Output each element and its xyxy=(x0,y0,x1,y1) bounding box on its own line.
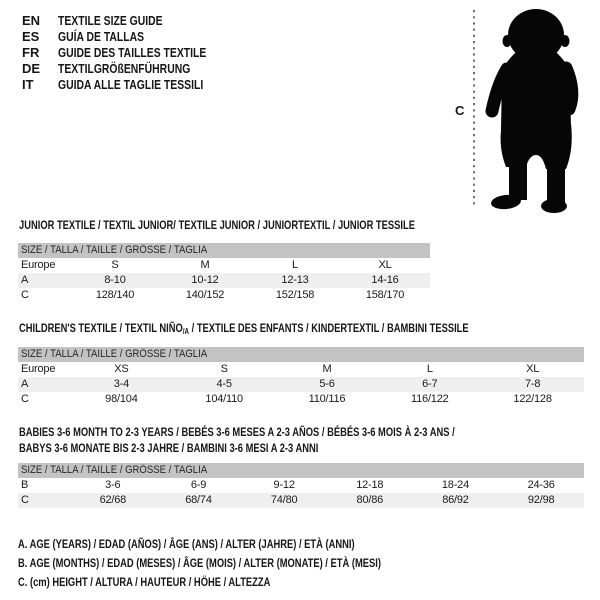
language-row-de: DE TEXTILGRÖßENFÜHRUNG xyxy=(22,61,243,77)
row-label: Europe xyxy=(21,363,56,375)
legend-line-a: A. AGE (YEARS) / EDAD (AÑOS) / ÂGE (ANS)… xyxy=(18,537,355,551)
size-cell: 12-18 xyxy=(356,479,384,491)
table-row-c: C 128/140 140/152 152/158 158/170 xyxy=(18,288,430,303)
legend-line-b: B. AGE (MONTHS) / EDAD (MESES) / ÂGE (MO… xyxy=(18,556,381,570)
size-cell: 140/152 xyxy=(185,289,225,301)
size-cell: 6-7 xyxy=(378,377,482,392)
size-cell: 86/92 xyxy=(412,493,499,508)
size-cell: 74/80 xyxy=(241,493,327,508)
size-header-bar: SIZE / TALLA / TAILLE / GRÖSSE / TAGLIA xyxy=(18,347,584,362)
size-cell: L xyxy=(426,363,433,375)
language-title: GUÍA DE TALLAS xyxy=(58,29,145,44)
size-cell: 24-36 xyxy=(527,479,555,491)
row-label: B xyxy=(21,479,29,491)
babies-size-table: SIZE / TALLA / TAILLE / GRÖSSE / TAGLIA … xyxy=(18,463,584,508)
size-cell: 9-12 xyxy=(273,479,295,491)
size-cell: 122/128 xyxy=(513,393,552,405)
size-cell: 116/122 xyxy=(411,393,449,405)
size-cell: XL xyxy=(378,259,392,271)
size-cell: 10-12 xyxy=(160,273,250,288)
size-cell: 128/140 xyxy=(95,289,135,301)
language-row-it: IT GUIDA ALLE TAGLIE TESSILI xyxy=(22,77,243,93)
legend-line-c: C. (cm) HEIGHT / ALTURA / HAUTEUR / HÖHE… xyxy=(18,575,271,589)
table-row-a: A 8-10 10-12 12-13 14-16 xyxy=(18,273,430,288)
section-title-line2: BABYS 3-6 MONATE BIS 2-3 JAHRE / BAMBINI… xyxy=(19,441,319,455)
row-label: Europe xyxy=(21,259,56,271)
children-table: Europe XS S M L XL A 3-4 4-5 5-6 6-7 7-8… xyxy=(18,362,584,407)
section-title-text: JUNIOR TEXTILE / TEXTIL JUNIOR/ TEXTILE … xyxy=(19,218,415,232)
size-header-text: SIZE / TALLA / TAILLE / GRÖSSE / TAGLIA xyxy=(21,464,208,476)
row-label: C xyxy=(21,393,29,405)
language-title: GUIDA ALLE TAGLIE TESSILI xyxy=(58,77,204,92)
table-row-europe: Europe S M L XL xyxy=(18,258,430,273)
table-row-a: A 3-4 4-5 5-6 6-7 7-8 xyxy=(18,377,584,392)
size-cell: S xyxy=(111,259,119,271)
nino-a-subscript: /A xyxy=(182,327,190,336)
language-title: GUIDE DES TAILLES TEXTILE xyxy=(58,45,207,60)
language-code: DE xyxy=(22,61,41,76)
language-list: EN TEXTILE SIZE GUIDE ES GUÍA DE TALLAS … xyxy=(22,13,243,93)
size-cell: 158/170 xyxy=(365,289,405,301)
size-cell: 12-13 xyxy=(250,273,340,288)
size-cell: 14-16 xyxy=(340,273,430,288)
size-cell: 68/74 xyxy=(155,493,242,508)
language-code: ES xyxy=(22,29,40,44)
baby-silhouette-icon xyxy=(473,9,579,213)
size-cell: 4-5 xyxy=(172,377,276,392)
row-label: C xyxy=(21,289,29,301)
table-row-c: C 62/68 68/74 74/80 80/86 86/92 92/98 xyxy=(18,493,584,508)
size-cell: M xyxy=(200,259,210,271)
section-title-text: CHILDREN'S TEXTILE / TEXTIL NIÑO/A / TEX… xyxy=(19,321,469,336)
size-cell: 92/98 xyxy=(498,493,584,508)
row-label: A xyxy=(18,377,70,392)
size-cell: 7-8 xyxy=(481,377,584,392)
size-cell: XL xyxy=(526,363,540,375)
size-cell: 80/86 xyxy=(326,493,413,508)
size-header-bar: SIZE / TALLA / TAILLE / GRÖSSE / TAGLIA xyxy=(18,243,430,258)
size-cell: 62/68 xyxy=(70,493,156,508)
section-title-line1: BABIES 3-6 MONTH TO 2-3 YEARS / BEBÉS 3-… xyxy=(19,425,455,439)
language-row-es: ES GUÍA DE TALLAS xyxy=(22,29,243,45)
size-cell: 98/104 xyxy=(105,393,138,405)
row-label: C xyxy=(18,493,70,508)
table-row-b: B 3-6 6-9 9-12 12-18 18-24 24-36 xyxy=(18,478,584,493)
size-cell: 3-6 xyxy=(105,479,121,491)
language-row-en: EN TEXTILE SIZE GUIDE xyxy=(22,13,243,29)
language-code: EN xyxy=(22,13,41,28)
junior-table: Europe S M L XL A 8-10 10-12 12-13 14-16… xyxy=(18,258,430,303)
size-cell: S xyxy=(220,363,228,375)
size-cell: 110/116 xyxy=(308,393,346,405)
size-cell: 152/158 xyxy=(275,289,315,301)
language-code: FR xyxy=(22,45,40,60)
height-measure-label: C xyxy=(455,103,465,118)
size-cell: L xyxy=(292,259,298,271)
babies-table: B 3-6 6-9 9-12 12-18 18-24 24-36 C 62/68… xyxy=(18,478,584,508)
legend: A. AGE (YEARS) / EDAD (AÑOS) / ÂGE (ANS)… xyxy=(18,535,483,592)
size-cell: 104/110 xyxy=(205,393,243,405)
language-row-fr: FR GUIDE DES TAILLES TEXTILE xyxy=(22,45,243,61)
section-title-babies: BABIES 3-6 MONTH TO 2-3 YEARS / BEBÉS 3-… xyxy=(19,424,578,456)
size-cell: 6-9 xyxy=(190,479,207,491)
language-title: TEXTILGRÖßENFÜHRUNG xyxy=(58,61,191,76)
language-title: TEXTILE SIZE GUIDE xyxy=(58,13,163,28)
junior-size-table: SIZE / TALLA / TAILLE / GRÖSSE / TAGLIA … xyxy=(18,243,430,303)
size-cell: 3-4 xyxy=(70,377,173,392)
size-cell: 5-6 xyxy=(275,377,379,392)
section-title-junior: JUNIOR TEXTILE / TEXTIL JUNIOR/ TEXTILE … xyxy=(19,217,527,233)
size-header-text: SIZE / TALLA / TAILLE / GRÖSSE / TAGLIA xyxy=(21,348,208,360)
section-title-children: CHILDREN'S TEXTILE / TEXTIL NIÑO/A / TEX… xyxy=(19,320,595,338)
size-header-bar: SIZE / TALLA / TAILLE / GRÖSSE / TAGLIA xyxy=(18,463,584,478)
row-label: A xyxy=(18,273,70,288)
size-cell: XS xyxy=(114,363,129,375)
children-size-table: SIZE / TALLA / TAILLE / GRÖSSE / TAGLIA … xyxy=(18,347,584,407)
language-code: IT xyxy=(22,77,34,92)
size-cell: 18-24 xyxy=(441,479,470,491)
table-row-europe: Europe XS S M L XL xyxy=(18,362,584,377)
size-header-text: SIZE / TALLA / TAILLE / GRÖSSE / TAGLIA xyxy=(21,244,208,256)
size-cell: 8-10 xyxy=(70,273,160,288)
table-row-c: C 98/104 104/110 110/116 116/122 122/128 xyxy=(18,392,584,407)
size-cell: M xyxy=(322,363,332,375)
